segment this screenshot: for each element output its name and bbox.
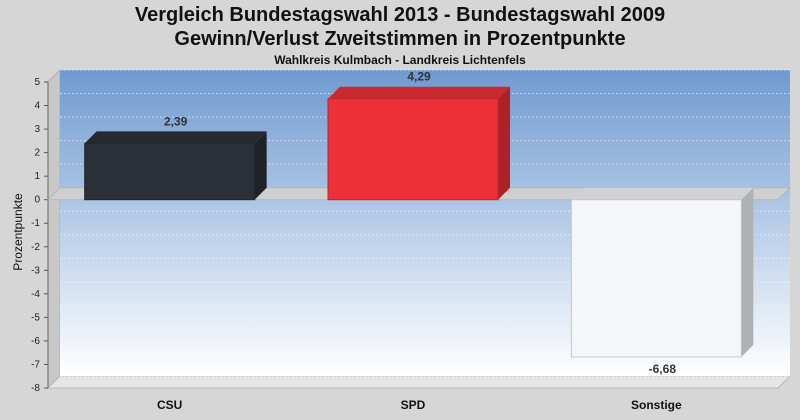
chart-title: Vergleich Bundestagswahl 2013 - Bundesta…	[134, 4, 666, 26]
y-tick-label: 1	[34, 171, 40, 182]
y-tick-label: -4	[31, 289, 40, 300]
plot-floor	[46, 375, 792, 389]
y-tick-label: 5	[34, 77, 40, 88]
y-tick-label: -3	[31, 265, 40, 276]
y-tick-label: -2	[31, 242, 40, 253]
bar-front	[327, 98, 499, 201]
bar-side	[741, 187, 754, 357]
plot-left-wall	[47, 68, 61, 390]
chart-subtitle: Gewinn/Verlust Zweitstimmen in Prozentpu…	[174, 28, 626, 50]
y-tick-label: -7	[31, 359, 40, 370]
bar-front	[570, 199, 742, 358]
y-tick-label: 4	[34, 101, 40, 112]
y-tick-label: -1	[31, 218, 40, 229]
data-label: 4,29	[407, 70, 431, 84]
y-tick-label: -8	[31, 383, 40, 394]
bar-top	[571, 187, 754, 200]
y-tick-label: 2	[34, 148, 40, 159]
bar-top	[84, 131, 267, 144]
data-label: -6,68	[649, 362, 677, 376]
bar-sonstige	[570, 187, 754, 358]
y-tick-label: -5	[31, 312, 40, 323]
y-axis-label: Prozentpunkte	[11, 193, 25, 271]
y-tick-label: 0	[34, 195, 40, 206]
category-label: SPD	[401, 398, 426, 412]
bar-csu	[84, 131, 267, 201]
bar-side	[498, 86, 510, 200]
bar-top	[328, 86, 510, 99]
bar-side	[254, 131, 267, 200]
category-label: Sonstige	[631, 398, 682, 412]
bar-spd	[327, 86, 510, 201]
y-tick-label: 3	[34, 124, 40, 135]
data-label: 2,39	[164, 114, 188, 128]
y-tick-label: -6	[31, 336, 40, 347]
category-label: CSU	[157, 398, 182, 412]
bar-front	[84, 142, 256, 201]
chart-caption: Wahlkreis Kulmbach - Landkreis Lichtenfe…	[274, 53, 526, 67]
